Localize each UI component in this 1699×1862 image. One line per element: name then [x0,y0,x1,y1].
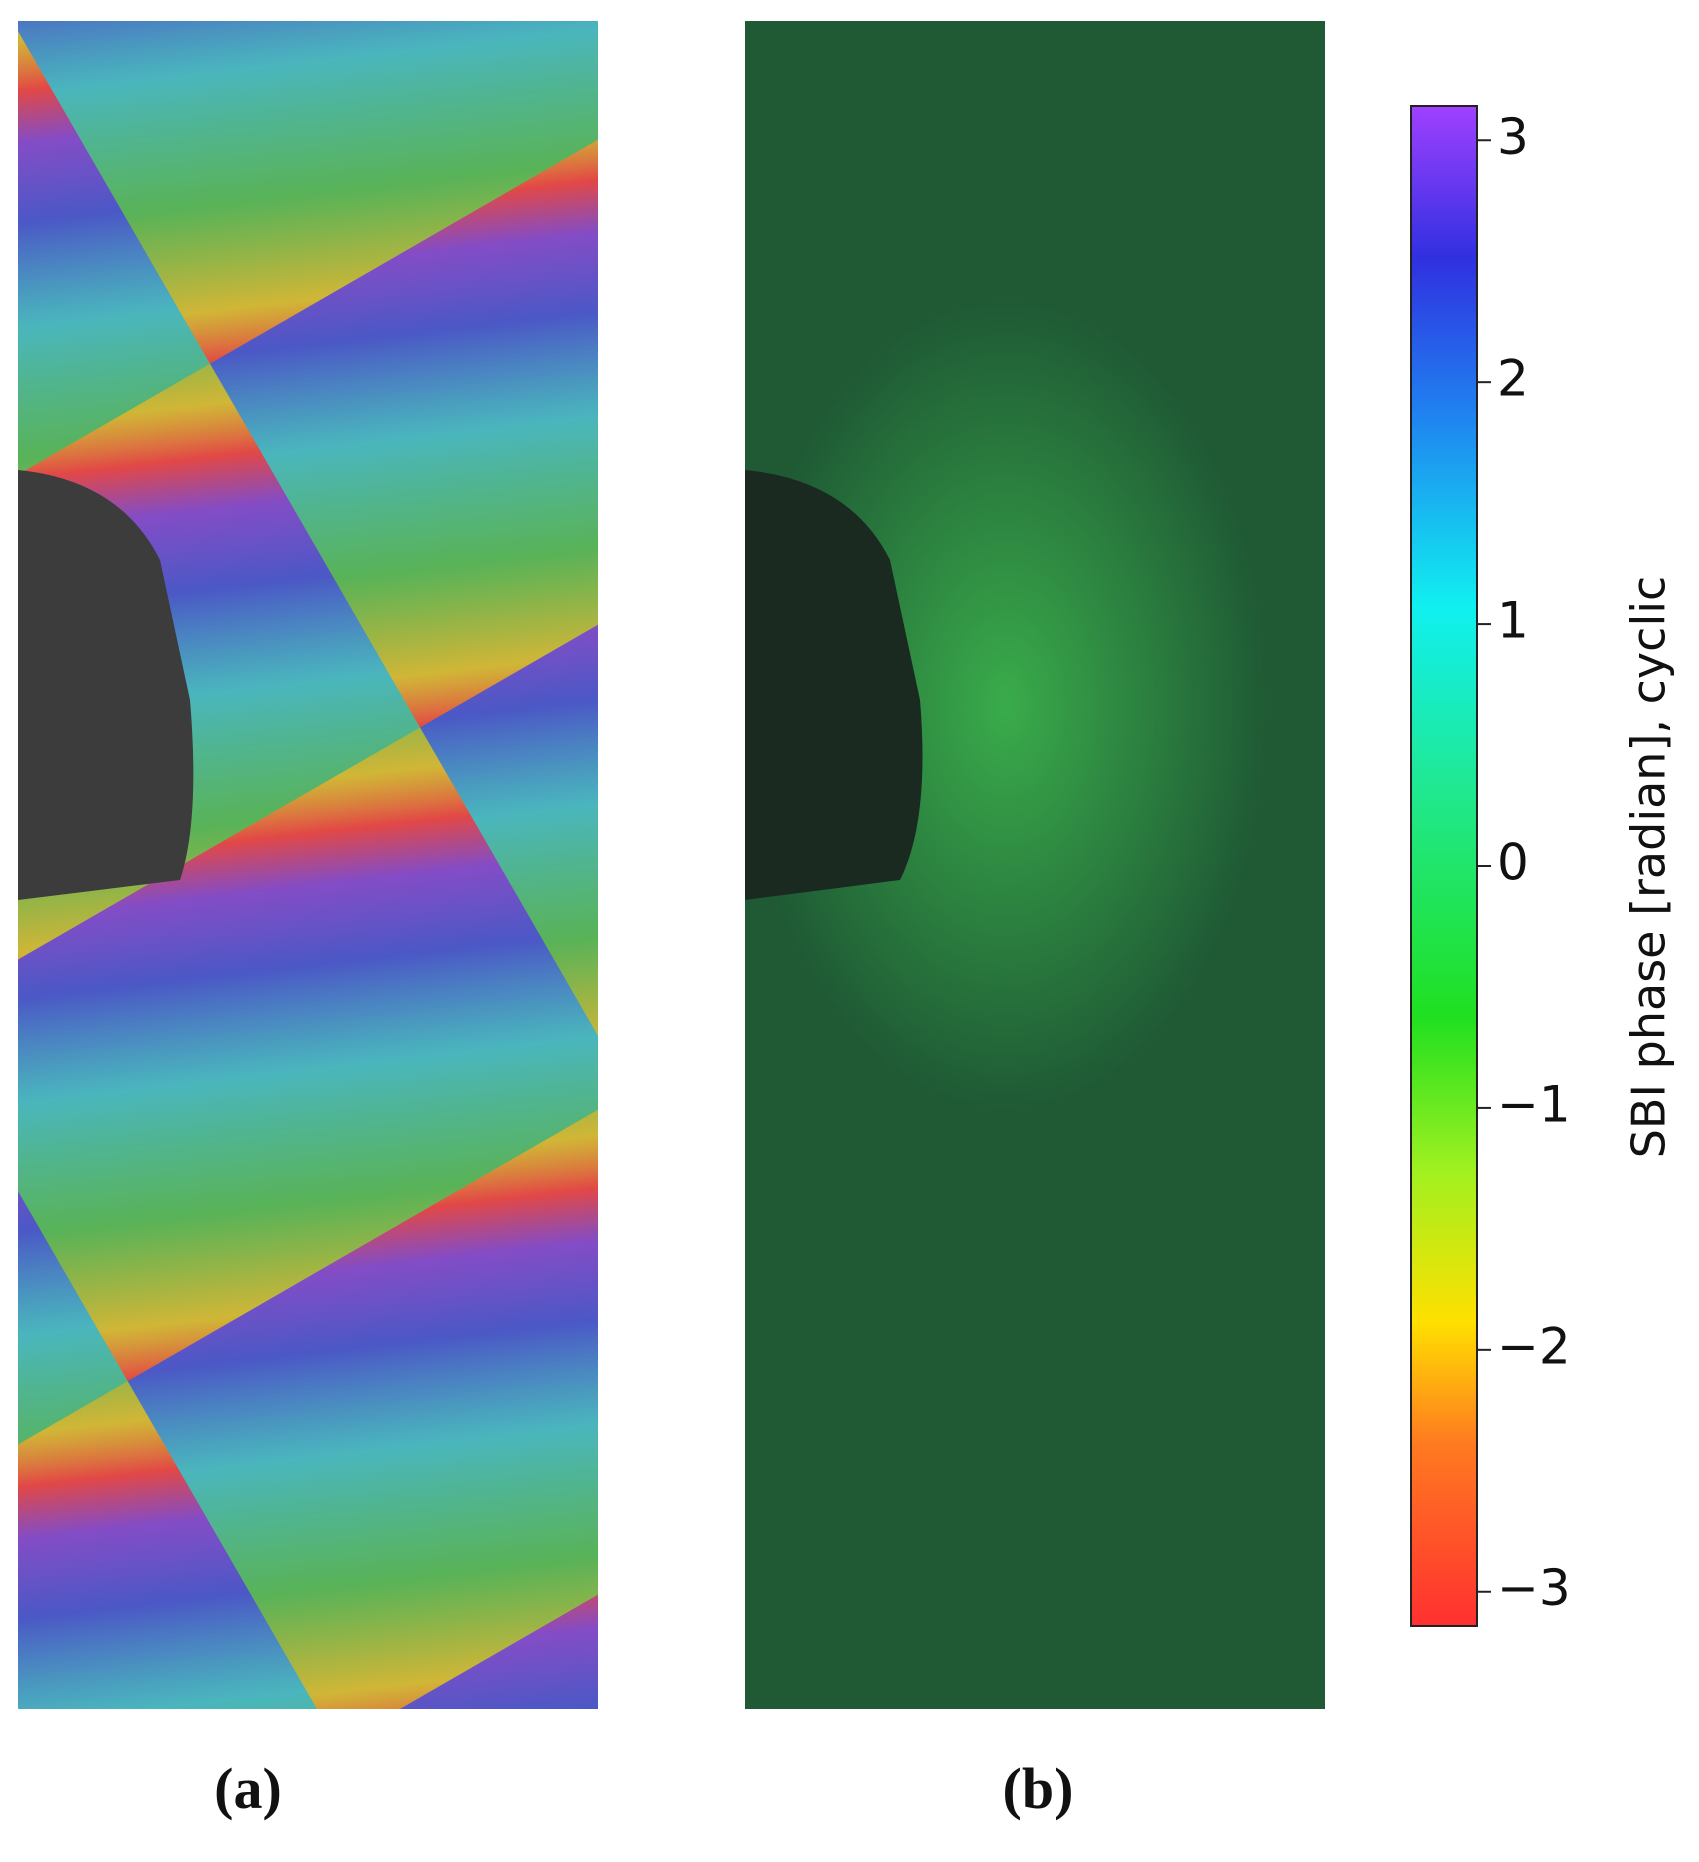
panel-b-image [745,21,1325,1709]
tick-label: −3 [1497,1559,1571,1617]
tick-label: 1 [1497,592,1529,650]
panel-a-image [18,21,598,1709]
colorbar-label: SBI phase [radian], cyclic [1622,576,1676,1159]
colorbar [1410,105,1478,1627]
tick-label: 0 [1497,834,1529,892]
panel-label: (b) [1003,1756,1074,1821]
tick-label: −1 [1497,1075,1571,1133]
tick-label: −2 [1497,1317,1571,1375]
panel-label: (a) [214,1756,282,1821]
tick-label: 3 [1497,108,1529,166]
colorbar-axis: −3 −2 −1 0 1 2 3 [1477,108,1571,1617]
tick-label: 2 [1497,350,1529,408]
